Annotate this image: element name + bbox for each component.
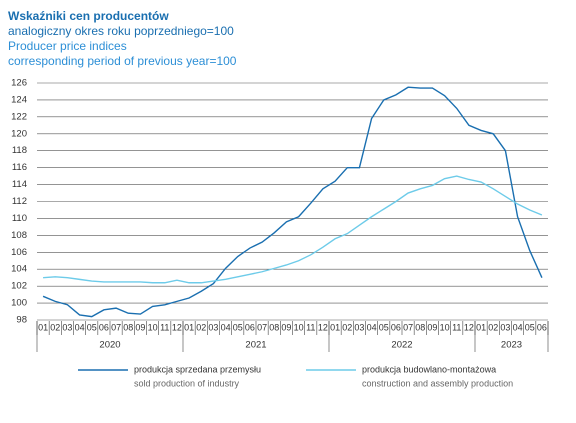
x-tick-label: 06 bbox=[391, 322, 401, 332]
y-tick-label: 126 bbox=[11, 78, 27, 89]
y-tick-label: 100 bbox=[11, 298, 27, 309]
legend-label: produkcja sprzedana przemysłu bbox=[134, 364, 261, 374]
x-tick-label: 01 bbox=[184, 322, 194, 332]
year-label: 2022 bbox=[391, 340, 412, 351]
legend-label-translation: sold production of industry bbox=[134, 378, 240, 388]
x-tick-label: 07 bbox=[111, 322, 121, 332]
year-label: 2020 bbox=[99, 340, 120, 351]
y-tick-label: 112 bbox=[12, 196, 27, 207]
y-tick-label: 104 bbox=[11, 264, 27, 275]
x-tick-label: 03 bbox=[500, 322, 510, 332]
y-tick-label: 114 bbox=[12, 179, 27, 190]
y-tick-label: 116 bbox=[12, 162, 27, 173]
chart-title: Wskaźniki cen producentów bbox=[8, 9, 169, 23]
x-tick-label: 03 bbox=[354, 322, 364, 332]
x-tick-label: 10 bbox=[440, 322, 450, 332]
x-tick-label: 09 bbox=[281, 322, 291, 332]
chart-title-translation: Producer price indices bbox=[8, 39, 127, 53]
legend-label-translation: construction and assembly production bbox=[362, 378, 513, 388]
x-tick-label: 01 bbox=[330, 322, 340, 332]
y-tick-label: 110 bbox=[12, 213, 27, 224]
x-tick-label: 12 bbox=[464, 322, 474, 332]
x-tick-label: 08 bbox=[415, 322, 425, 332]
y-tick-label: 118 bbox=[12, 145, 27, 156]
year-label: 2023 bbox=[501, 340, 522, 351]
x-tick-label: 03 bbox=[208, 322, 218, 332]
x-tick-label: 05 bbox=[379, 322, 389, 332]
y-tick-label: 108 bbox=[11, 230, 27, 241]
y-tick-label: 120 bbox=[11, 128, 27, 139]
x-tick-label: 09 bbox=[135, 322, 145, 332]
x-tick-label: 05 bbox=[525, 322, 535, 332]
x-tick-label: 01 bbox=[476, 322, 486, 332]
series-line bbox=[43, 175, 543, 284]
x-tick-label: 05 bbox=[233, 322, 243, 332]
series-line bbox=[42, 86, 543, 318]
x-tick-label: 02 bbox=[50, 322, 60, 332]
x-tick-label: 08 bbox=[123, 322, 133, 332]
x-tick-label: 02 bbox=[488, 322, 498, 332]
x-tick-label: 12 bbox=[318, 322, 328, 332]
chart-subtitle: analogiczny okres roku poprzedniego=100 bbox=[8, 24, 234, 38]
x-tick-label: 03 bbox=[62, 322, 72, 332]
x-tick-label: 06 bbox=[99, 322, 109, 332]
x-tick-label: 12 bbox=[172, 322, 182, 332]
x-tick-label: 07 bbox=[403, 322, 413, 332]
x-tick-label: 10 bbox=[294, 322, 304, 332]
x-tick-label: 10 bbox=[148, 322, 158, 332]
y-tick-label: 102 bbox=[11, 281, 27, 292]
x-tick-label: 04 bbox=[75, 322, 85, 332]
y-tick-label: 122 bbox=[11, 111, 27, 122]
x-tick-label: 09 bbox=[427, 322, 437, 332]
x-tick-label: 02 bbox=[342, 322, 352, 332]
x-tick-label: 04 bbox=[367, 322, 377, 332]
y-tick-label: 124 bbox=[11, 94, 27, 105]
legend-label: produkcja budowlano-montażowa bbox=[362, 364, 496, 374]
x-tick-label: 07 bbox=[257, 322, 267, 332]
x-tick-label: 05 bbox=[87, 322, 97, 332]
x-tick-label: 11 bbox=[160, 322, 169, 332]
x-tick-label: 01 bbox=[38, 322, 48, 332]
x-tick-label: 04 bbox=[221, 322, 231, 332]
chart-subtitle-translation: corresponding period of previous year=10… bbox=[8, 54, 237, 68]
x-tick-label: 11 bbox=[452, 322, 461, 332]
y-tick-label: 98 bbox=[16, 315, 27, 326]
x-tick-label: 04 bbox=[513, 322, 523, 332]
y-tick-label: 106 bbox=[11, 247, 27, 258]
x-tick-label: 06 bbox=[537, 322, 547, 332]
year-label: 2021 bbox=[245, 340, 266, 351]
x-tick-label: 11 bbox=[306, 322, 315, 332]
x-tick-label: 06 bbox=[245, 322, 255, 332]
x-tick-label: 08 bbox=[269, 322, 279, 332]
x-tick-label: 02 bbox=[196, 322, 206, 332]
